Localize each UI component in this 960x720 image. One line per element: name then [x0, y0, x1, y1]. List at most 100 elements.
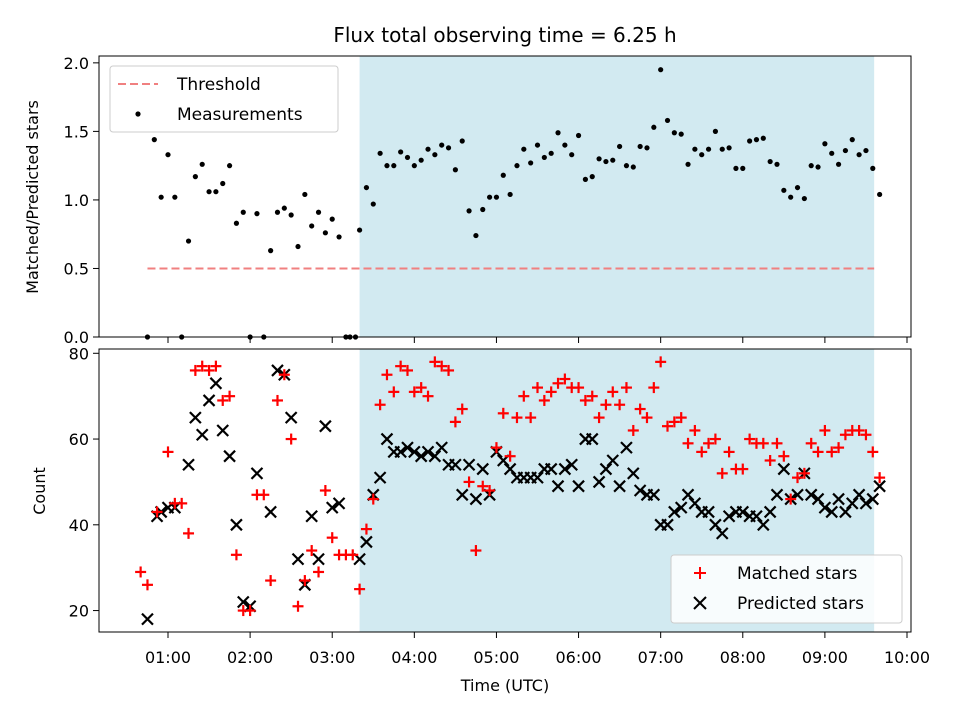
measurement-point	[719, 146, 725, 152]
matched-star-point	[456, 403, 468, 415]
measurement-point	[842, 147, 849, 154]
measurement-point	[575, 132, 582, 139]
predicted-star-point	[845, 497, 859, 510]
matched-star-point	[627, 424, 639, 436]
predicted-star-point	[565, 458, 578, 472]
predicted-star-point	[209, 377, 223, 390]
measurement-point	[569, 152, 575, 158]
x-tick-label: 08:00	[720, 648, 766, 667]
measurement-point	[370, 201, 376, 207]
matched-star-point	[436, 360, 448, 372]
measurement-point	[336, 234, 342, 240]
measurement-point	[589, 174, 595, 180]
measurement-point	[487, 194, 493, 200]
matched-star-point	[354, 583, 366, 595]
top-y-tick-label: 1.0	[64, 191, 89, 210]
measurement-point	[377, 150, 383, 156]
matched-star-point	[367, 493, 379, 505]
bottom-x-ticks: 01:00 02:00 03:00 04:00 05:00 06:00 07:00 08:00…	[145, 632, 930, 667]
measurement-point	[699, 152, 705, 158]
measurement-point	[302, 191, 308, 198]
matched-star-point	[798, 467, 810, 479]
matched-star-point	[176, 497, 188, 509]
bottom-legend-box	[670, 554, 903, 624]
matched-star-point	[641, 412, 653, 424]
matched-star-point	[429, 356, 441, 368]
measurement-point	[384, 163, 390, 169]
predicted-star-point	[202, 394, 216, 407]
matched-star-point	[230, 549, 242, 561]
x-tick-label: 01:00	[145, 648, 191, 667]
matched-star-point	[812, 446, 824, 458]
matched-star-point	[593, 412, 605, 424]
predicted-star-point	[373, 471, 387, 484]
measurement-point	[835, 161, 842, 167]
matched-star-point	[401, 364, 413, 376]
matched-star-point	[675, 412, 687, 424]
matched-star-point	[552, 377, 564, 389]
matched-star-point	[285, 433, 297, 445]
measurement-point	[480, 206, 486, 213]
matched-star-point	[224, 390, 236, 402]
measurement-point	[398, 149, 404, 155]
predicted-star-point	[633, 484, 647, 497]
matched-star-point	[682, 437, 694, 449]
predicted-star-point	[414, 449, 428, 463]
measurement-point	[528, 160, 534, 166]
measurement-point	[747, 138, 753, 144]
predicted-star-point	[572, 479, 585, 493]
matched-star-point	[217, 394, 229, 406]
measurement-point	[651, 124, 657, 130]
top-y-tick-label: 2.0	[64, 54, 89, 73]
matched-star-point	[381, 369, 393, 381]
bottom-plot-frame	[98, 348, 912, 633]
predicted-star-point	[702, 505, 715, 519]
matched-star-point	[785, 493, 797, 505]
predicted-star-point	[449, 458, 462, 472]
measurement-point	[418, 157, 424, 163]
measurement-point	[692, 146, 698, 152]
matched-star-point	[141, 579, 153, 591]
matched-star-point	[408, 386, 420, 398]
x-tick-label: 03:00	[309, 648, 355, 667]
predicted-star-point	[722, 509, 736, 523]
measurement-point	[623, 163, 630, 169]
predicted-star-point	[804, 488, 818, 502]
predicted-star-point	[674, 501, 688, 514]
matched-star-point	[265, 575, 277, 587]
measurement-point	[664, 117, 671, 124]
measurement-point	[705, 146, 712, 152]
predicted-star-point	[332, 497, 346, 510]
predicted-star-point	[750, 509, 763, 523]
measurement-point	[507, 191, 513, 198]
measurement-point	[808, 163, 814, 169]
matched-star-point	[511, 412, 523, 424]
measurement-point	[363, 184, 370, 191]
measurement-point	[309, 223, 315, 229]
measurement-point	[877, 191, 883, 198]
predicted-star-point	[627, 467, 640, 480]
measurement-point	[172, 194, 178, 200]
matched-star-point	[874, 472, 886, 484]
matched-star-point	[839, 429, 851, 441]
measurement-point	[226, 163, 233, 169]
top-plot-frame	[98, 55, 912, 338]
matched-star-point	[757, 437, 769, 449]
predicted-star-point	[866, 492, 880, 506]
top-points	[144, 67, 883, 340]
bottom-y-ticks: 20 40 60 80	[69, 344, 99, 621]
matched-star-point	[579, 394, 591, 406]
measurement-point	[582, 176, 588, 182]
predicted-star-point	[284, 411, 298, 424]
x-tick-label: 02:00	[227, 648, 273, 667]
measurement-point	[459, 138, 465, 144]
matched-star-point	[189, 364, 201, 376]
predicted-star-point	[264, 505, 277, 519]
measurement-point	[445, 145, 452, 151]
top-y-ticks: 0.0 0.5 1.0 1.5 2.0	[64, 54, 99, 347]
predicted-star-point	[558, 462, 572, 476]
measurement-point	[521, 146, 527, 152]
matched-star-point	[470, 545, 482, 557]
predicted-star-point	[818, 501, 832, 514]
